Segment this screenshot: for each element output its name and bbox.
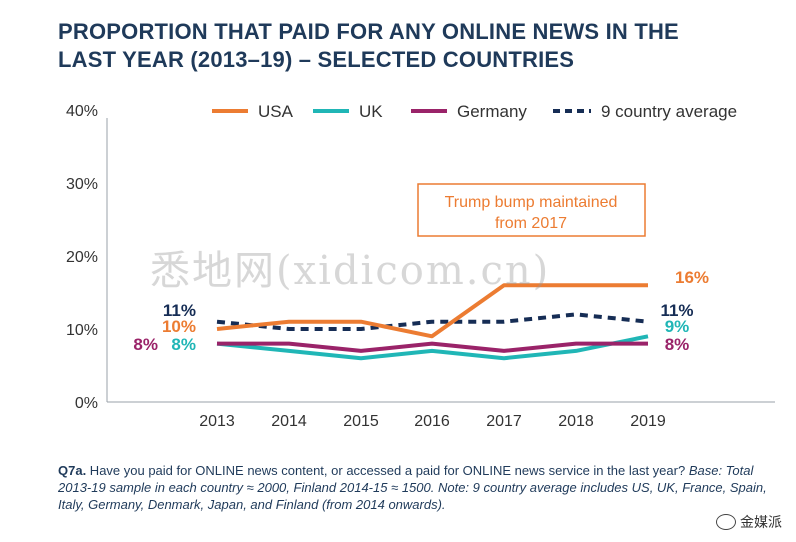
start-value-label: 11% — [163, 301, 196, 320]
series-line-uk — [216, 334, 649, 361]
footnote: Q7a. Have you paid for ONLINE news conte… — [58, 462, 783, 513]
footnote-base-note: Base: Total 2013-19 sample in each count… — [58, 463, 767, 512]
watermark: 悉地网(xidicom.cn) — [150, 248, 551, 294]
badge-label: 金媒派 — [740, 514, 782, 530]
start-value-label: 8% — [133, 335, 158, 354]
y-tick-label: 10% — [66, 322, 98, 339]
legend-label: 9 country average — [601, 102, 737, 121]
end-value-label: 16% — [675, 268, 709, 287]
chart-title: PROPORTION THAT PAID FOR ANY ONLINE NEWS… — [58, 18, 758, 74]
x-tick-label: 2017 — [486, 413, 522, 430]
x-tick-label: 2018 — [558, 413, 594, 430]
x-tick-label: 2013 — [199, 413, 235, 430]
x-tick-label: 2014 — [271, 413, 307, 430]
legend-label: Germany — [457, 102, 527, 121]
y-tick-label: 30% — [66, 176, 98, 193]
x-tick-label: 2016 — [414, 413, 450, 430]
legend-label: USA — [258, 102, 294, 121]
series-line-germany — [217, 341, 648, 353]
y-tick-label: 0% — [75, 395, 98, 412]
series-line-9-country-average — [216, 312, 649, 331]
wechat-icon — [716, 514, 736, 530]
x-tick-label: 2015 — [343, 413, 379, 430]
end-value-label: 11% — [660, 301, 693, 320]
y-tick-label: 20% — [66, 249, 98, 266]
source-badge: 金媒派 — [712, 510, 786, 534]
annotation-line-2: from 2017 — [495, 215, 567, 232]
start-value-label: 10% — [162, 317, 196, 336]
footnote-question-text: Have you paid for ONLINE news content, o… — [86, 463, 689, 478]
title-line-1: PROPORTION THAT PAID FOR ANY ONLINE NEWS… — [58, 19, 679, 44]
end-value-label: 8% — [665, 335, 690, 354]
x-tick-label: 2019 — [630, 413, 666, 430]
start-value-label: 8% — [171, 335, 196, 354]
y-tick-label: 40% — [66, 103, 98, 120]
footnote-question-id: Q7a. — [58, 463, 87, 478]
annotation-box — [417, 183, 646, 237]
title-line-2: LAST YEAR (2013–19) – SELECTED COUNTRIES — [58, 47, 575, 72]
series-line-usa — [216, 283, 648, 339]
annotation-line-1: Trump bump maintained — [445, 194, 618, 211]
legend-label: UK — [359, 102, 383, 121]
end-value-label: 9% — [665, 317, 690, 336]
